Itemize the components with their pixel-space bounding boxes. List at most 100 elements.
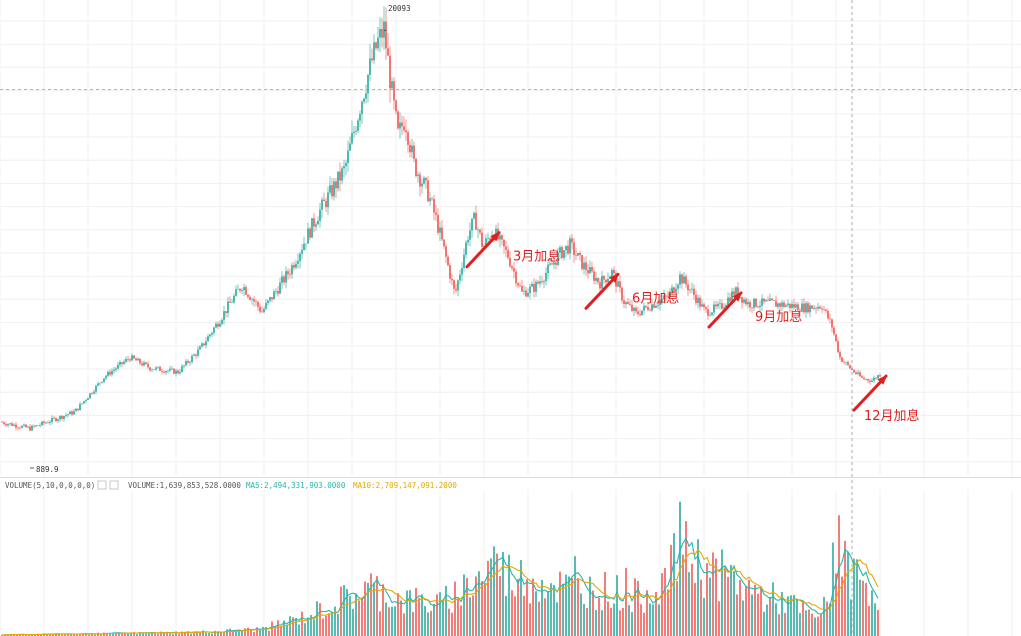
candle-body <box>213 327 215 333</box>
volume-bar <box>514 596 516 636</box>
candle-body <box>511 266 513 269</box>
candle-body <box>521 285 523 292</box>
labels: 20093 889.9 VOLUME(5,10,0,0,0,0) VOLUME:… <box>5 4 457 490</box>
candle-body <box>399 122 401 129</box>
volume-bar <box>247 627 249 636</box>
candle-body <box>867 378 869 381</box>
volume-close-icon[interactable] <box>109 480 119 490</box>
candle-body <box>707 309 709 316</box>
candle-body <box>631 304 633 311</box>
candle-body <box>483 245 485 247</box>
candle-body <box>295 263 297 268</box>
candle-body <box>781 302 783 307</box>
candle-body <box>539 281 541 284</box>
volume-bar <box>658 604 660 636</box>
volume-bar <box>16 634 18 636</box>
volume-bar <box>769 597 771 636</box>
volume-bar <box>388 607 390 636</box>
candle-body <box>565 245 567 251</box>
candle-body <box>145 362 147 364</box>
candle-body <box>531 283 533 287</box>
candle-body <box>543 281 545 283</box>
candle-body <box>369 58 371 75</box>
volume-bar <box>622 607 624 636</box>
candle-body <box>843 361 845 363</box>
candle-body <box>407 132 409 145</box>
volume-bar <box>346 589 348 636</box>
candle-body <box>199 346 201 350</box>
candle-body <box>435 212 437 215</box>
candle-body <box>675 288 677 292</box>
candle-body <box>533 283 535 292</box>
candle-body <box>53 417 55 419</box>
volume-bar <box>826 601 828 636</box>
candle-body <box>139 358 141 364</box>
volume-bar <box>874 603 876 636</box>
candle-body <box>877 375 879 379</box>
candle-body <box>71 411 73 415</box>
candle-body <box>701 304 703 307</box>
candle-body <box>95 385 97 392</box>
candle-body <box>551 263 553 265</box>
volume-bar <box>91 634 93 636</box>
candle-body <box>619 281 621 288</box>
volume-bar <box>763 611 765 636</box>
candle-body <box>799 310 801 312</box>
volume-bar <box>373 582 375 636</box>
candle-body <box>159 366 161 371</box>
volume-bar <box>241 630 243 636</box>
volume-bar <box>472 595 474 636</box>
candle-body <box>519 285 521 286</box>
volume-bar <box>448 608 450 636</box>
volume-bar <box>178 633 180 636</box>
volume-bar <box>475 576 477 636</box>
volume-bar <box>34 634 36 636</box>
candle-body <box>797 304 799 311</box>
volume-bar <box>181 631 183 636</box>
volume-bar <box>442 599 444 636</box>
candle-body <box>155 367 157 370</box>
candle-body <box>809 305 811 313</box>
candle-body <box>101 381 103 383</box>
volume-bar <box>460 605 462 636</box>
candle-body <box>535 281 537 292</box>
volume-bar <box>853 558 855 636</box>
volume-bar <box>124 633 126 636</box>
volume-bar <box>493 546 495 636</box>
candle-body <box>633 307 635 311</box>
candle-body <box>13 424 15 426</box>
volume-bar <box>709 577 711 636</box>
candle-body <box>469 230 471 240</box>
volume-bar <box>328 613 330 636</box>
candle-body <box>77 408 79 411</box>
candle-body <box>725 305 727 308</box>
volume-bar <box>172 633 174 636</box>
volume-bar <box>454 581 456 636</box>
candle-body <box>267 300 269 304</box>
candle-body <box>309 228 311 238</box>
volume-bar <box>634 578 636 636</box>
volume-bar <box>1 634 3 636</box>
volume-bar <box>646 590 648 636</box>
volume-settings-icon[interactable] <box>97 480 107 490</box>
volume-bar <box>532 578 534 636</box>
candle-body <box>647 307 649 310</box>
candle-body <box>261 311 263 313</box>
candle-body <box>205 341 207 346</box>
candle-body <box>649 309 651 311</box>
volume-bar <box>223 632 225 636</box>
candle-body <box>323 199 325 202</box>
volume-bar <box>586 607 588 636</box>
volume-bar <box>871 590 873 636</box>
candle-body <box>239 288 241 291</box>
volume-bar <box>772 582 774 636</box>
candle-body <box>157 366 159 368</box>
candle-body <box>357 120 359 131</box>
volume-bar <box>682 554 684 636</box>
annotation-arrowhead <box>609 272 620 283</box>
volume-bar <box>133 632 135 636</box>
candle-body <box>729 297 731 302</box>
candle-body <box>149 367 151 371</box>
volume-title: VOLUME(5,10,0,0,0,0) <box>5 481 95 490</box>
candle-body <box>363 98 365 102</box>
